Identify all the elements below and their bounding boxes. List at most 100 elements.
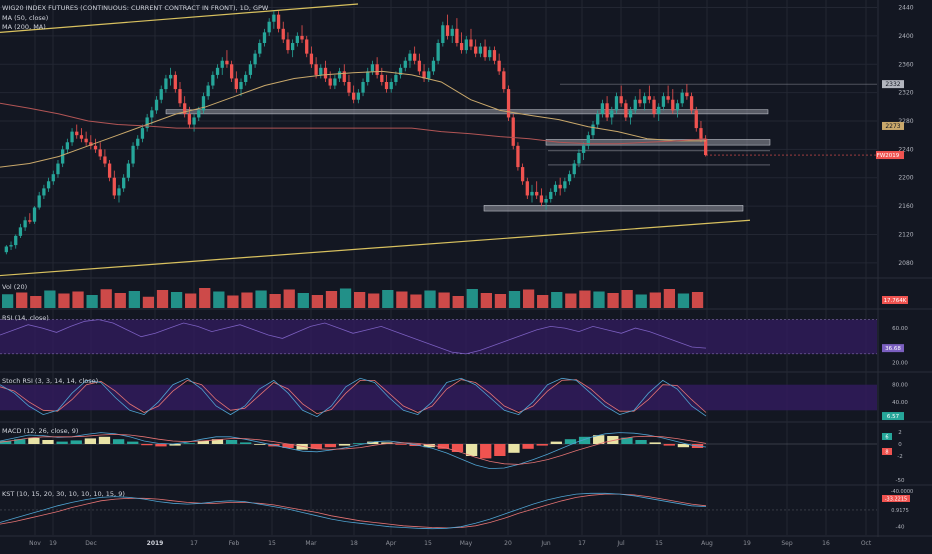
- stoch-k-line: [0, 377, 707, 418]
- kst-value-bg: [882, 495, 910, 502]
- volume-bar: [86, 295, 98, 308]
- macd-histogram-bar: [338, 444, 351, 446]
- macd-histogram-bar: [451, 444, 464, 452]
- macd-histogram-bar: [14, 439, 26, 444]
- rsi-band: [0, 319, 877, 354]
- candle-body: [506, 89, 511, 118]
- candle-body: [520, 167, 525, 182]
- rsi-value-label: 36.68: [885, 346, 901, 352]
- price-label: 2332: [885, 81, 900, 88]
- candle-body: [591, 124, 595, 136]
- candle-body: [375, 64, 379, 75]
- candle-body: [183, 103, 187, 114]
- macd-histogram-bar: [663, 444, 675, 446]
- x-tick-label: Feb: [229, 540, 240, 547]
- macd-histogram-bar: [621, 437, 633, 444]
- volume-bar: [677, 293, 690, 308]
- candle-body: [51, 174, 55, 182]
- macd-value-label: 8: [885, 450, 888, 456]
- volume-bar: [311, 295, 324, 308]
- candle-body: [671, 99, 675, 111]
- candle-body: [469, 39, 473, 47]
- volume-bar: [522, 289, 535, 308]
- price-label-bg: [882, 80, 904, 89]
- candle-body: [661, 96, 666, 107]
- stoch-band: [0, 384, 877, 411]
- candle-body: [140, 128, 145, 139]
- candle-body: [244, 74, 248, 82]
- macd-tick-label: 2: [898, 430, 902, 436]
- candle-body: [75, 131, 79, 136]
- candle-body: [286, 39, 290, 51]
- x-tick-label: May: [460, 540, 473, 547]
- candle-body: [596, 113, 600, 125]
- candle-body: [675, 103, 680, 111]
- macd-histogram-bar: [522, 444, 534, 449]
- candle-body: [253, 53, 257, 65]
- macd-histogram-bar: [423, 444, 435, 448]
- candle-body: [70, 131, 74, 143]
- current-tag: FW2019: [877, 153, 900, 159]
- kst-line: [0, 492, 707, 530]
- price-tick-label: 2400: [898, 33, 913, 40]
- volume-bar: [58, 293, 70, 308]
- price-tick-label: 2080: [898, 260, 913, 267]
- candle-body: [633, 99, 637, 111]
- macd-histogram-bar: [240, 442, 252, 444]
- macd-tick-label: -2: [897, 454, 902, 460]
- candle-body: [408, 53, 412, 61]
- candle-body: [248, 64, 253, 75]
- candle-body: [478, 46, 483, 54]
- candle-body: [394, 74, 398, 82]
- volume-bar: [452, 296, 464, 308]
- stoch-d-line: [0, 379, 707, 415]
- candle-body: [699, 128, 703, 139]
- candle-body: [215, 67, 220, 75]
- volume-bar: [551, 292, 563, 308]
- stochrsi-title: Stoch RSI (3, 3, 14, 14, close): [2, 377, 99, 385]
- macd-value-bg: [882, 433, 892, 440]
- macd-histogram-bar: [127, 441, 139, 444]
- candle-body: [173, 74, 177, 90]
- x-tick-label: Sep: [781, 540, 793, 547]
- price-tick-label: 2360: [898, 61, 913, 68]
- macd-histogram-bar: [564, 439, 577, 444]
- candle-body: [436, 43, 440, 61]
- candle-body: [544, 199, 548, 203]
- volume-bar: [170, 292, 183, 308]
- candle-body: [262, 32, 267, 43]
- candle-body: [647, 96, 651, 100]
- candle-body: [628, 110, 633, 118]
- volume-bar: [607, 293, 619, 308]
- price-tick-label: 2160: [898, 203, 913, 210]
- candle-body: [342, 71, 346, 82]
- candle-body: [28, 220, 32, 222]
- macd-title: MACD (12, 26, close, 9): [2, 427, 79, 435]
- candle-body: [464, 39, 468, 51]
- volume-bar: [494, 294, 507, 308]
- volume-bar: [72, 291, 84, 308]
- candle-body: [79, 135, 84, 139]
- candle-body: [619, 96, 623, 104]
- x-tick-label: 20: [504, 540, 512, 547]
- macd-histogram-bar: [0, 440, 12, 444]
- candle-body: [23, 220, 27, 228]
- candle-body: [281, 28, 285, 40]
- x-tick-label: 18: [350, 540, 358, 547]
- macd-histogram-bar: [465, 444, 478, 456]
- macd-histogram-bar: [141, 444, 153, 446]
- volume-bar: [438, 292, 450, 308]
- rsi-tick-label: 20.00: [892, 360, 908, 366]
- macd-histogram-bar: [494, 444, 506, 456]
- x-tick-label: 15: [424, 540, 432, 547]
- candle-body: [600, 103, 605, 114]
- candle-body: [150, 110, 154, 118]
- candle-body: [89, 142, 93, 146]
- x-tick-label: 17: [578, 540, 586, 547]
- candle-body: [361, 82, 365, 93]
- candle-body: [337, 71, 342, 79]
- candle-body: [431, 60, 436, 72]
- candle-body: [107, 163, 112, 178]
- kst-value-label: 0.9175: [891, 508, 909, 514]
